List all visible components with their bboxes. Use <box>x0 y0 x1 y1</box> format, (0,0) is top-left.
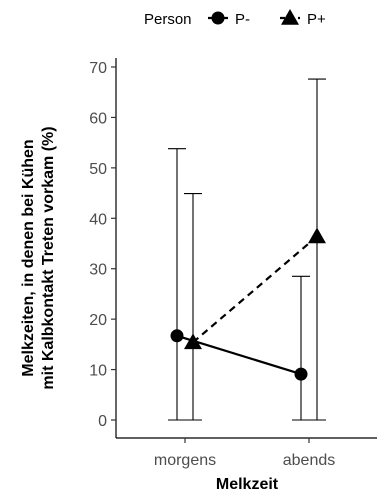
y-tick-label: 30 <box>89 262 107 279</box>
error-bar <box>184 193 202 421</box>
x-axis-title: Melkzeit <box>216 476 279 493</box>
y-tick-label: 50 <box>89 161 107 178</box>
error-bar <box>168 148 186 421</box>
y-axis-title-line-2: mit Kalbkontakt Treten vorkam (%) <box>40 126 57 389</box>
y-tick-label: 10 <box>89 363 107 380</box>
y-axis-title-line-1: Melkzeiten, in denen bei Kühen <box>20 139 37 376</box>
error-bar <box>292 275 310 421</box>
x-tick-label: abends <box>283 452 336 469</box>
x-tick-label: morgens <box>154 452 216 469</box>
data-point <box>170 329 184 343</box>
legend-marker <box>281 9 299 25</box>
plot-area <box>168 78 326 421</box>
y-tick-label: 20 <box>89 312 107 329</box>
y-tick-label: 60 <box>89 110 107 127</box>
legend-item: P+ <box>280 9 326 28</box>
legend-title: Person <box>144 11 192 28</box>
legend: Person P- P+ <box>144 9 326 28</box>
error-bar <box>308 78 326 421</box>
axes: 0 10 20 30 40 50 60 70 morgens abends <box>89 58 377 469</box>
data-point <box>308 227 326 244</box>
legend-item: P- <box>208 11 250 28</box>
data-point <box>294 367 308 381</box>
y-tick-label: 0 <box>98 413 107 430</box>
series-line <box>192 235 318 344</box>
y-tick-label: 40 <box>89 211 107 228</box>
y-tick-label: 70 <box>89 60 107 77</box>
legend-label: P- <box>235 11 250 28</box>
legend-marker <box>211 11 225 25</box>
y-axis-title: Melkzeiten, in denen bei Kühen mit Kalbk… <box>20 126 57 389</box>
legend-label: P+ <box>307 11 326 28</box>
data-point <box>184 333 202 350</box>
